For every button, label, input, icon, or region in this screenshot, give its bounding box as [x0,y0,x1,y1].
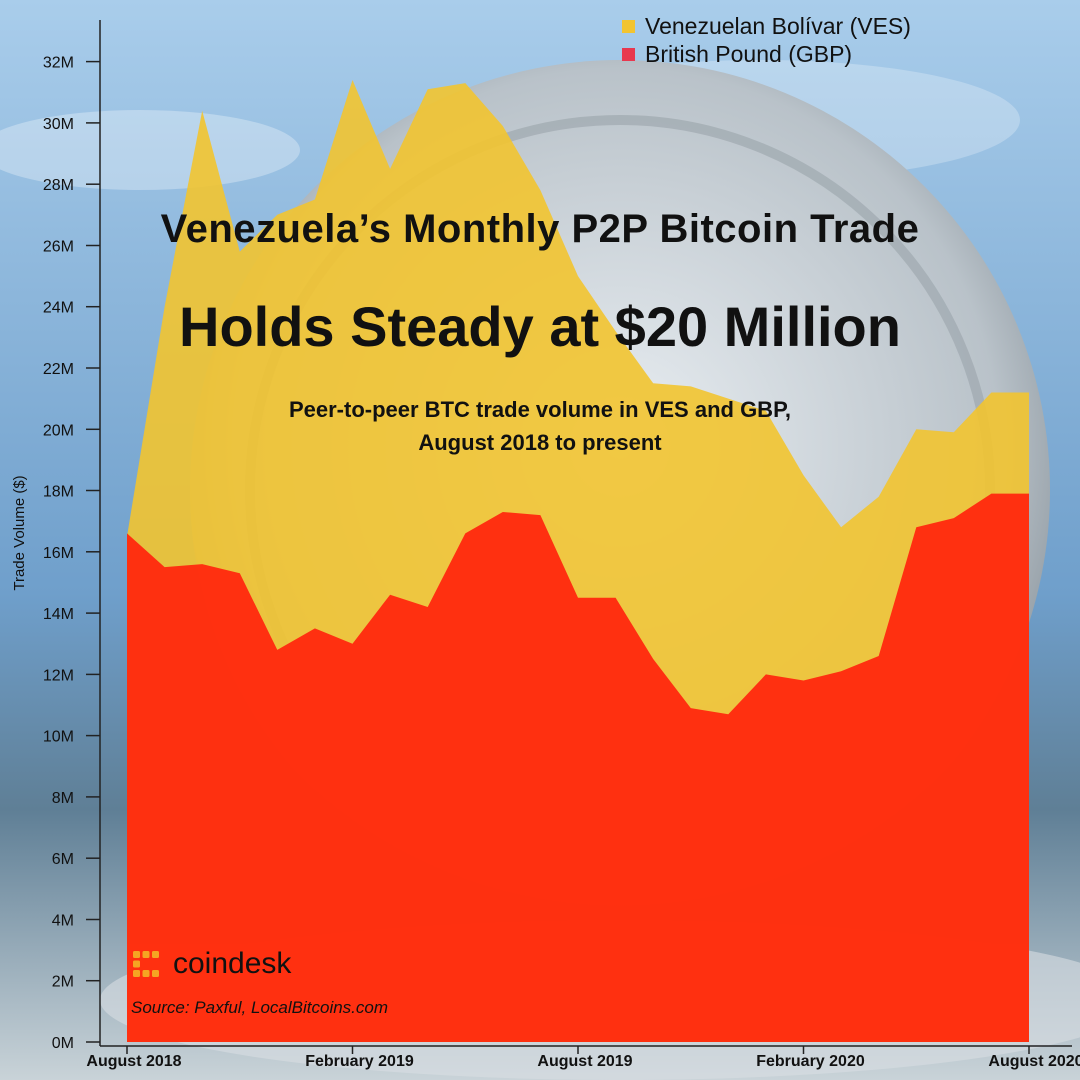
legend: Venezuelan Bolívar (VES) British Pound (… [622,12,911,68]
y-tick-label: 16M [43,545,74,562]
x-tick-label: August 2019 [537,1053,632,1070]
y-tick-label: 6M [52,851,74,868]
y-tick-label: 30M [43,116,74,133]
y-tick-label: 14M [43,606,74,623]
y-tick-label: 2M [52,974,74,991]
x-tick-label: February 2020 [756,1053,865,1070]
chart-subtitle: Peer-to-peer BTC trade volume in VES and… [180,393,900,459]
subtitle-line1: Peer-to-peer BTC trade volume in VES and… [288,397,792,422]
y-tick-label: 22M [43,361,74,378]
chart-title-line2: Holds Steady at $20 Million [179,295,901,358]
y-tick-label: 26M [43,239,74,256]
y-tick-label: 0M [52,1035,74,1052]
y-tick-label: 8M [52,790,74,807]
plot-area [127,80,1029,1043]
legend-label-gbp: British Pound (GBP) [645,40,853,67]
logo-text: coindesk [173,947,292,980]
y-tick-label: 20M [43,422,74,439]
coindesk-mark-icon [133,951,159,977]
x-tick-label: August 2020 [988,1053,1080,1070]
x-tick-label: August 2018 [86,1053,181,1070]
y-tick-label: 28M [43,177,74,194]
y-axis-title: Trade Volume ($) [11,475,28,590]
y-tick-label: 24M [43,300,74,317]
subtitle-line2: August 2018 to present [418,430,662,455]
y-tick-label: 12M [43,667,74,684]
x-tick-label: February 2019 [305,1053,414,1070]
ves-swatch [622,19,635,33]
coindesk-logo: coindesk [131,947,291,981]
gbp-swatch [622,47,635,61]
legend-item-ves: Venezuelan Bolívar (VES) [622,12,911,40]
series-area-gbp [127,493,1029,1043]
y-tick-label: 10M [43,729,74,746]
source-note: Source: Paxful, LocalBitcoins.com [131,998,389,1017]
axes: 0M 2M 4M 6M 8M 10M 12M 14M 16M 18M 20M 22M 24M 26M 28M… [11,20,1080,1070]
chart-title-line1: Venezuela’s Monthly P2P Bitcoin Trade [160,207,920,251]
y-tick-label: 32M [43,55,74,72]
legend-label-ves: Venezuelan Bolívar (VES) [645,12,911,39]
y-tick-label: 4M [52,913,74,930]
y-tick-label: 18M [43,484,74,501]
legend-item-gbp: British Pound (GBP) [622,40,911,68]
